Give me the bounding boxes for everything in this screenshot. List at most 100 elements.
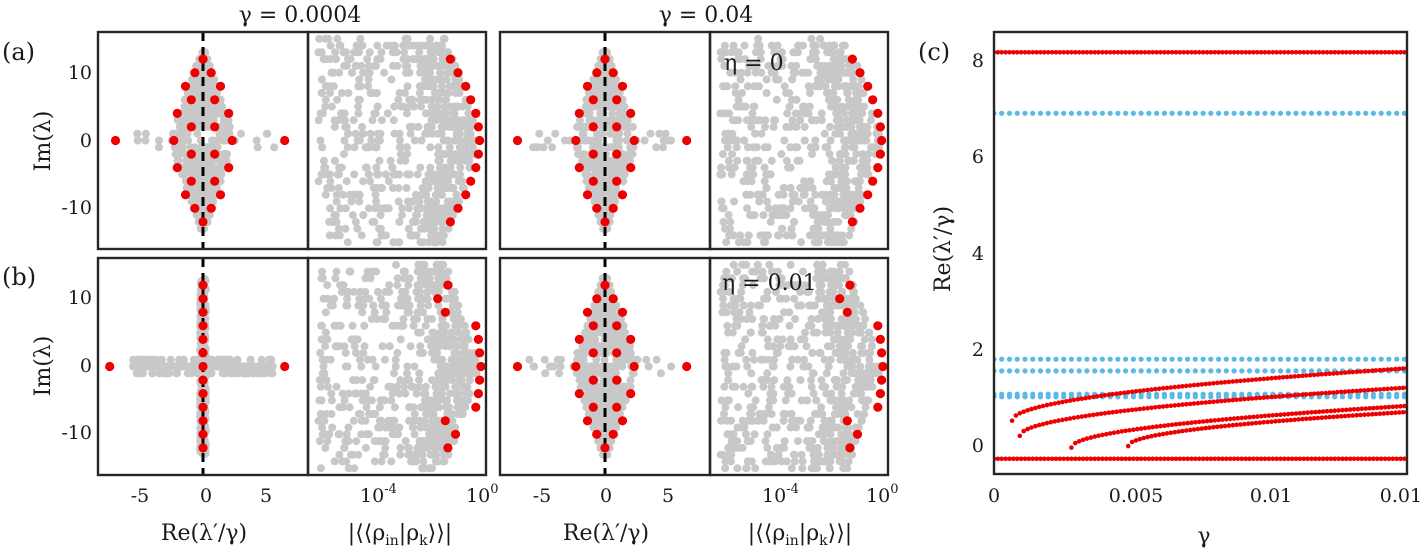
gray-point xyxy=(179,170,188,179)
gray-point xyxy=(786,143,795,152)
gray-point xyxy=(814,217,823,226)
gray-point xyxy=(434,204,443,213)
gray-point xyxy=(436,41,445,50)
gray-point xyxy=(437,150,446,159)
gray-point xyxy=(751,156,760,165)
gray-point xyxy=(762,89,771,97)
gray-point xyxy=(383,109,392,118)
gray-point xyxy=(408,423,417,432)
gray-point xyxy=(606,170,615,179)
red-point xyxy=(574,334,584,344)
red-point xyxy=(105,361,115,372)
gray-point xyxy=(606,89,615,97)
gray-point xyxy=(405,403,414,412)
gray-point xyxy=(530,362,539,371)
gray-point xyxy=(451,382,460,391)
gray-point xyxy=(389,238,398,247)
gray-point xyxy=(382,308,391,317)
gray-point xyxy=(659,143,667,152)
gray-point xyxy=(365,48,374,57)
red-point xyxy=(476,361,486,372)
gray-point xyxy=(452,129,461,138)
gray-point xyxy=(777,150,786,159)
red-point xyxy=(440,307,450,317)
gray-point xyxy=(655,129,664,138)
gray-point xyxy=(388,163,397,172)
gray-point xyxy=(799,102,807,111)
gray-point xyxy=(778,224,786,233)
gray-point xyxy=(804,68,813,77)
gray-point xyxy=(358,122,366,131)
gray-point xyxy=(720,136,729,145)
gray-point xyxy=(387,457,396,466)
gray-point xyxy=(391,362,400,371)
gray-point xyxy=(856,170,865,179)
gray-point xyxy=(590,362,599,371)
gray-point xyxy=(322,410,331,418)
gray-point xyxy=(217,122,226,131)
gray-point xyxy=(371,109,380,118)
gray-point xyxy=(332,267,341,276)
gray-point xyxy=(447,204,456,213)
gray-point xyxy=(842,184,851,192)
gray-point xyxy=(525,355,534,364)
gray-point xyxy=(841,143,850,152)
gray-point xyxy=(590,75,599,84)
gray-point xyxy=(577,376,586,385)
gray-point xyxy=(446,61,455,70)
red-point xyxy=(224,163,234,173)
gray-point xyxy=(381,355,389,364)
gray-point xyxy=(451,348,460,357)
gray-point xyxy=(788,75,797,84)
gray-point xyxy=(324,294,332,303)
gray-point xyxy=(438,55,447,64)
red-point xyxy=(626,334,636,344)
gray-point xyxy=(849,129,858,138)
gray-point xyxy=(448,410,457,418)
gray-point xyxy=(861,315,869,323)
gray-point xyxy=(736,75,745,84)
gray-point xyxy=(429,55,438,64)
gray-point xyxy=(595,348,604,357)
gray-point xyxy=(435,260,444,269)
red-point xyxy=(588,149,598,159)
gray-point xyxy=(334,224,343,233)
gray-point xyxy=(749,102,758,111)
gray-point xyxy=(800,355,809,364)
gray-point xyxy=(405,443,413,452)
gray-point xyxy=(447,150,456,159)
gray-point xyxy=(791,109,800,118)
gray-point xyxy=(854,184,863,192)
gray-point xyxy=(377,184,386,192)
gray-point xyxy=(342,301,351,310)
gray-point xyxy=(775,315,784,323)
gray-point xyxy=(421,321,430,330)
gray-point xyxy=(743,204,752,213)
panel-a2-left xyxy=(512,32,692,249)
gray-point xyxy=(325,231,334,240)
red-point xyxy=(571,135,581,146)
gray-point xyxy=(441,382,450,391)
red-point xyxy=(855,68,865,78)
gray-point xyxy=(437,321,446,330)
gray-point xyxy=(607,416,616,425)
gray-point xyxy=(342,177,351,186)
gray-point xyxy=(354,102,363,111)
gray-point xyxy=(409,41,418,50)
red-point xyxy=(875,149,886,159)
xtick-br-0: 0 xyxy=(600,485,612,507)
gray-point xyxy=(405,416,414,425)
gray-point xyxy=(853,102,862,111)
gray-point xyxy=(773,61,782,70)
gray-point xyxy=(743,177,752,186)
red-point xyxy=(574,389,584,399)
c-ytick-0: 0 xyxy=(972,435,984,457)
gray-point xyxy=(824,308,833,317)
gray-point xyxy=(363,143,372,152)
gray-point xyxy=(833,95,842,104)
gray-point xyxy=(194,116,202,125)
gray-point xyxy=(314,48,323,57)
gray-point xyxy=(129,362,138,371)
gray-point xyxy=(416,328,425,337)
